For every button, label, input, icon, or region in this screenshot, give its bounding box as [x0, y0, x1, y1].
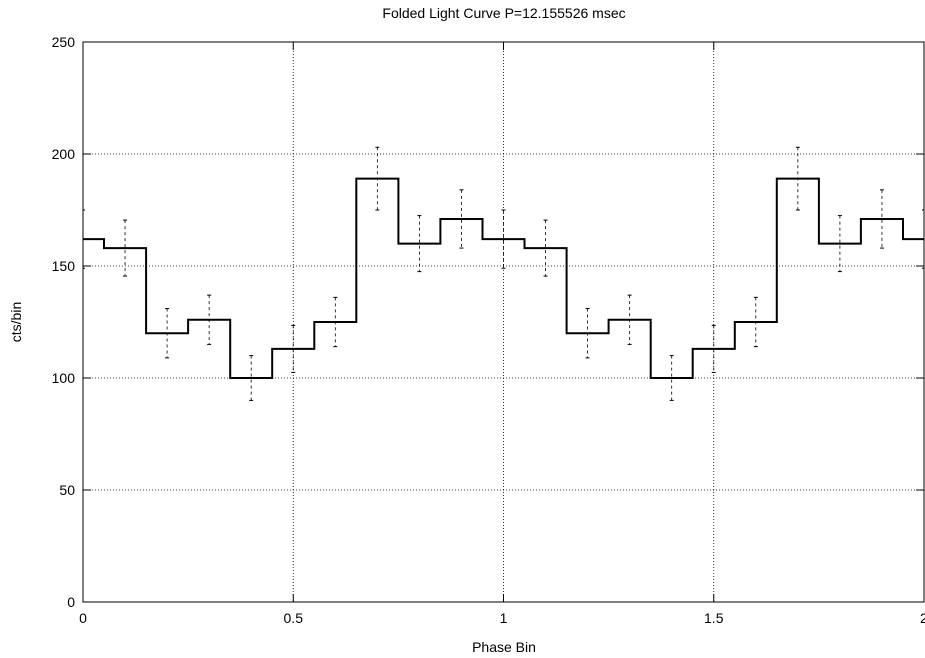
x-axis-label: Phase Bin: [472, 639, 536, 655]
error-bar: [501, 209, 506, 269]
y-tick-label: 0: [67, 594, 75, 610]
error-bar: [879, 189, 884, 249]
x-tick-label: 0: [79, 610, 87, 626]
error-bar: [459, 189, 464, 249]
x-tick-label: 1.5: [704, 610, 724, 626]
y-tick-label: 50: [59, 482, 75, 498]
error-bar: [543, 219, 548, 277]
x-tick-label: 2: [920, 610, 925, 626]
y-tick-label: 100: [52, 370, 76, 386]
error-bar: [669, 355, 674, 401]
y-axis-ticks: 0 50 100 150 200 250: [52, 34, 924, 610]
x-axis-ticks: 0 0.5 1 1.5 2: [79, 42, 925, 626]
error-bar: [249, 355, 254, 401]
x-tick-label: 0.5: [284, 610, 304, 626]
y-tick-label: 150: [52, 258, 76, 274]
error-bar: [123, 219, 128, 277]
error-bar: [417, 215, 422, 273]
error-bar: [711, 324, 716, 373]
y-tick-label: 250: [52, 34, 76, 50]
y-tick-label: 200: [52, 146, 76, 162]
y-axis-label: cts/bin: [8, 302, 24, 342]
chart-title: Folded Light Curve P=12.155526 msec: [382, 5, 625, 21]
x-tick-label: 1: [500, 610, 508, 626]
plot-frame: [82, 41, 925, 603]
error-bar: [837, 215, 842, 273]
error-bar: [291, 324, 296, 373]
step-series: [83, 177, 924, 379]
series-step-line: [83, 177, 924, 379]
